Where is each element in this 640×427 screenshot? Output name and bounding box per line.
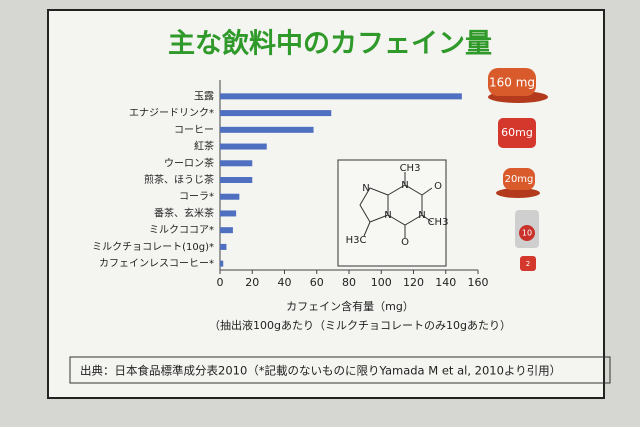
atom-label: N (418, 210, 425, 221)
x-tick-label: 80 (342, 276, 356, 289)
source-box (69, 356, 611, 384)
x-tick-label: 160 (468, 276, 489, 289)
y-tick-label: コーラ* (179, 191, 214, 203)
x-tick-label: 100 (371, 276, 392, 289)
x-axis-label: カフェイン含有量（mg） (286, 299, 414, 313)
source: 出典：日本食品標準成分表2010（*記載のないものに限りYamada M et … (80, 364, 561, 378)
cups (488, 68, 548, 271)
y-tick-label: ミルクチョコレート(10g)* (92, 241, 214, 253)
molecule (337, 159, 447, 267)
cup-label: 2 (526, 260, 530, 268)
x-tick-label: 40 (278, 276, 292, 289)
cup-label: 20mg (505, 174, 534, 185)
y-tick-label: エナジードリンク* (129, 107, 214, 119)
atom-label: CH3 (428, 217, 449, 228)
bar (220, 227, 233, 234)
bar (220, 93, 462, 100)
cup-label: 60mg (501, 126, 533, 139)
atom-label: CH3 (400, 163, 421, 174)
cup-label: 10 (522, 229, 532, 238)
bar (220, 110, 332, 117)
atom-label: N (401, 180, 408, 191)
molecule-box (337, 159, 447, 267)
bar (220, 143, 267, 150)
cup-label: 160 mg (489, 76, 535, 90)
x-tick-label: 120 (403, 276, 424, 289)
y-tick-label: 紅茶 (194, 140, 214, 153)
can-label (519, 225, 535, 241)
y-tick-label: 玉露 (194, 90, 214, 102)
cup (503, 168, 535, 190)
cup (498, 118, 536, 148)
bar (220, 177, 253, 183)
bar (220, 160, 253, 167)
atom-label: O (401, 237, 409, 248)
y-tick-label: 煎茶、ほうじ茶 (144, 173, 214, 186)
bond (363, 221, 371, 237)
bond (421, 187, 433, 196)
bar (220, 210, 237, 217)
atom-label: O (434, 181, 442, 192)
bar (220, 243, 227, 250)
y-tick-label: カフェインレスコーヒー* (99, 258, 214, 270)
y-tick-label: ウーロン茶 (164, 156, 214, 169)
x-tick-label: 0 (217, 276, 224, 289)
cup (520, 256, 536, 271)
bond (421, 214, 433, 223)
atom-label: N (384, 210, 391, 221)
atom-label: H3C (346, 235, 367, 246)
atom-label: N (362, 183, 369, 194)
bar (220, 126, 314, 133)
y-tick-label: ミルクココア* (149, 224, 214, 236)
x-tick-label: 140 (435, 276, 456, 289)
bar (220, 260, 224, 267)
note: （抽出液100gあたり（ミルクチョコレートのみ10gあたり） (209, 318, 511, 332)
saucer (496, 188, 540, 198)
bar (220, 193, 240, 200)
cup (488, 68, 536, 96)
y-tick-label: コーヒー (174, 124, 214, 136)
chart-title: 主な飲料中のカフェイン量 (168, 28, 492, 60)
x-tick-label: 60 (310, 276, 324, 289)
ring (359, 187, 389, 223)
y-tick-label: 番茶、玄米茶 (154, 206, 214, 219)
x-tick-label: 20 (245, 276, 259, 289)
